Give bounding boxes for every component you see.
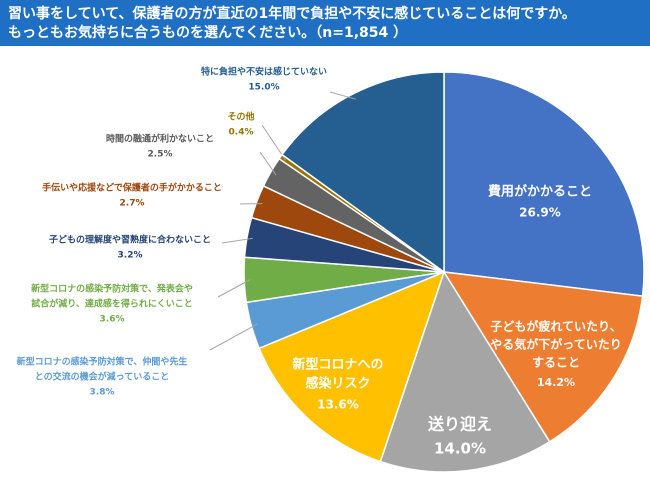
slice-label: 時間の融通が利かないこと xyxy=(106,133,214,145)
value-label: 3.2% xyxy=(118,251,143,261)
slice-label: 特に負担や不安は感じていない xyxy=(201,66,327,78)
value-label: 15.0% xyxy=(248,83,279,93)
chart-title: 習い事をしていて、保護者の方が直近の1年間で負担や不安に感じていることは何ですか… xyxy=(8,5,576,22)
pie-slice xyxy=(443,71,645,297)
slice-label: 感染リスク xyxy=(305,376,370,392)
slice-label: やる気が下がっていたり xyxy=(490,337,621,352)
leader-line xyxy=(259,151,277,176)
value-label: 2.5% xyxy=(148,150,173,160)
value-label: 13.6% xyxy=(317,398,359,412)
leader-line xyxy=(209,323,258,351)
slice-label: 新型コロナの感染予防対策で、発表会や xyxy=(31,283,193,295)
pie-slice xyxy=(442,271,644,443)
slice-label: との交流の機会が減っていること xyxy=(35,371,169,383)
pie-slice xyxy=(258,270,446,463)
slice-label: 費用がかかること xyxy=(488,184,592,200)
slice-label: 送り迎え xyxy=(427,415,492,434)
chart-title: もっともお気持ちに合うものを選んでください。（n=1,854 ） xyxy=(8,24,407,41)
slice-label: 新型コロナへの xyxy=(292,357,383,373)
leader-line xyxy=(329,91,356,100)
value-label: 26.9% xyxy=(519,206,561,220)
pie-slice xyxy=(379,270,551,473)
slice-label: 手伝いや応援などで保護者の手がかかること xyxy=(42,182,222,194)
value-label: 3.6% xyxy=(100,315,125,325)
slice-label: 新型コロナの感染予防対策で、仲間や先生 xyxy=(17,356,188,368)
value-label: 2.7% xyxy=(120,199,145,209)
slice-label: 試合が減り、達成感を得られにくいこと xyxy=(31,298,192,310)
slice-label: すること xyxy=(532,356,580,370)
leader-line xyxy=(221,237,254,244)
title-banner xyxy=(0,0,650,46)
value-label: 0.4% xyxy=(229,128,254,138)
value-label: 3.8% xyxy=(90,388,115,398)
slice-label: 子どもが疲れていたり、 xyxy=(490,319,621,334)
slice-label: その他 xyxy=(227,111,254,123)
value-label: 14.2% xyxy=(537,376,575,389)
leader-line xyxy=(217,279,251,298)
pie-slice xyxy=(281,71,445,274)
slice-label: 子どもの理解度や習熟度に合わないこと xyxy=(49,234,211,246)
value-label: 14.0% xyxy=(434,440,486,458)
